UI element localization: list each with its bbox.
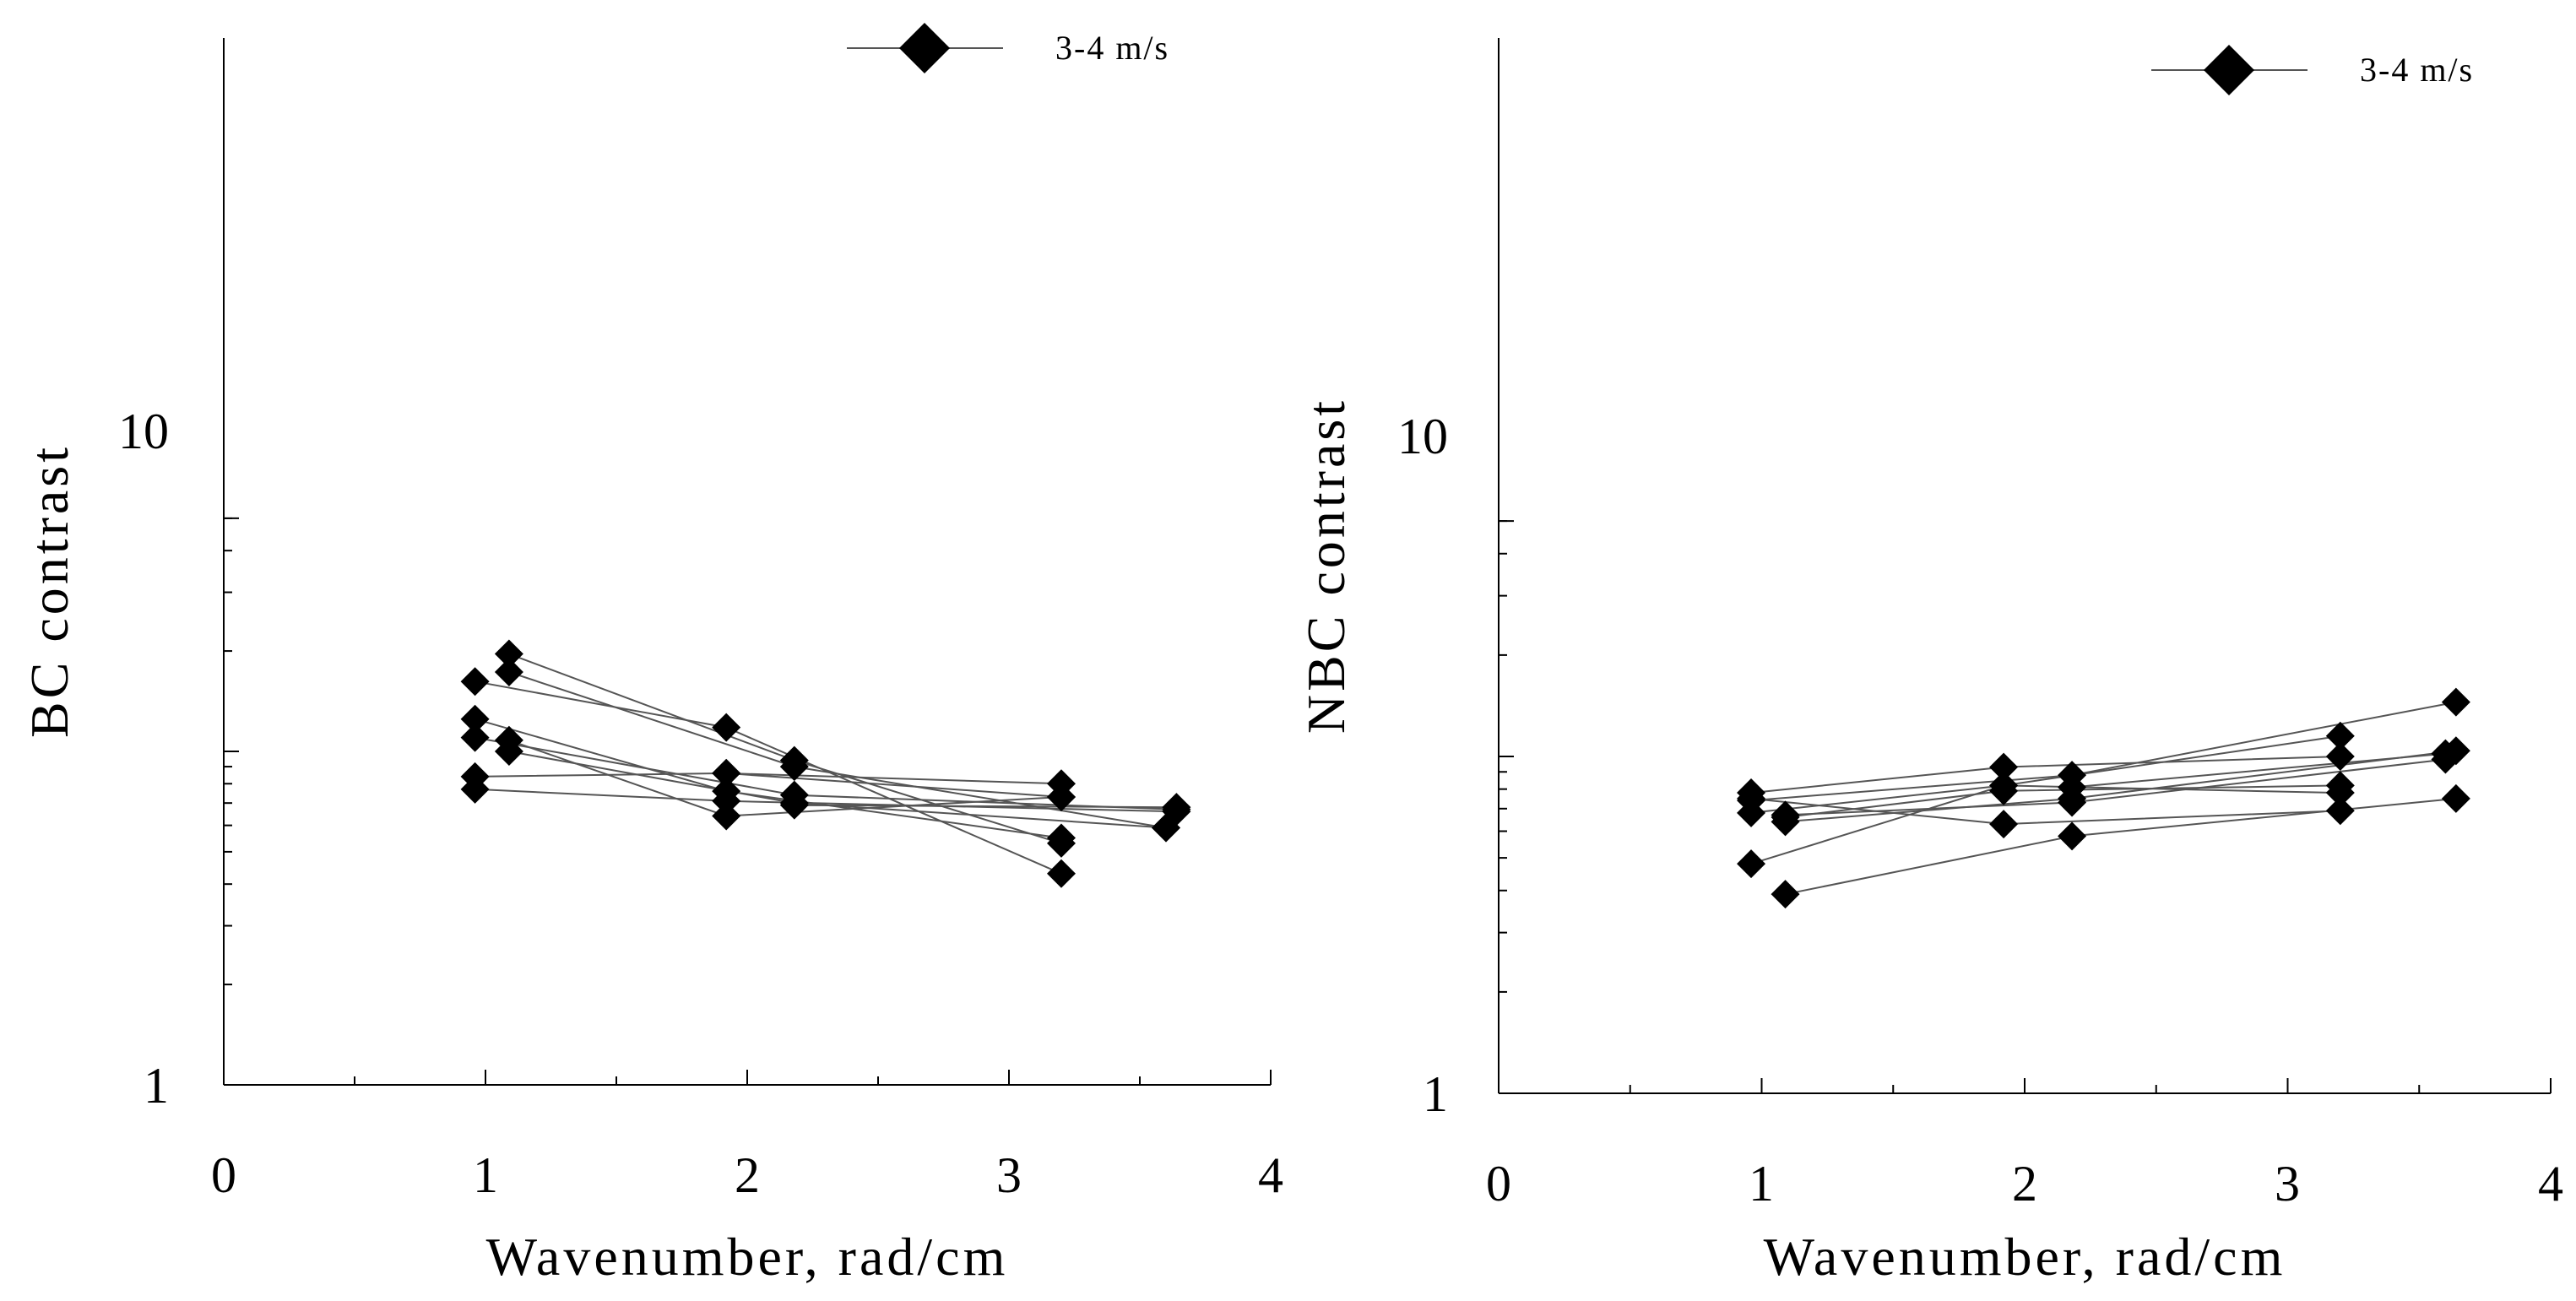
axis-ticks: [223, 517, 1272, 1086]
x-tick-label: 1: [1749, 1156, 1774, 1212]
legend-marker: [2204, 45, 2254, 95]
legend: 3-4 m/s: [847, 23, 1169, 73]
data-point: [1771, 880, 1800, 909]
x-tick-label: 3: [996, 1147, 1022, 1203]
data-point: [779, 752, 809, 782]
y-tick-label: 10: [1397, 409, 1448, 464]
data-point: [1162, 793, 1191, 822]
data-point: [2325, 721, 2355, 751]
y-axis-title: NBC contrast: [1296, 398, 1356, 734]
y-tick-label: 10: [118, 404, 169, 459]
data-point: [460, 704, 490, 734]
legend-marker: [899, 23, 950, 73]
legend: 3-4 m/s: [2151, 45, 2474, 95]
y-tick-label: 1: [144, 1058, 169, 1114]
data-point: [2325, 771, 2355, 800]
series-line: [726, 772, 1062, 798]
x-axis-title: Wavenumber, rad/cm: [1764, 1227, 2286, 1287]
data-point: [1737, 783, 1766, 813]
x-tick-label: 1: [473, 1147, 498, 1203]
data-point: [712, 786, 741, 816]
data-point: [1989, 776, 2019, 805]
data-point: [2325, 796, 2355, 826]
x-tick-label: 0: [211, 1147, 236, 1203]
y-axis-title: BC contrast: [19, 444, 79, 738]
data-point: [712, 713, 741, 742]
data-point: [712, 801, 741, 831]
x-tick-label: 2: [2012, 1156, 2037, 1212]
data-point: [1737, 849, 1766, 879]
data-point: [460, 774, 490, 804]
plot-area: [460, 639, 1191, 888]
data-point: [1989, 752, 2019, 782]
data-point: [2431, 739, 2460, 768]
x-tick-label: 4: [2538, 1156, 2563, 1212]
data-point: [460, 723, 490, 752]
series-line: [475, 718, 1062, 839]
data-point: [460, 667, 490, 697]
data-point: [1047, 859, 1076, 888]
data-point: [494, 657, 523, 686]
data-point: [2441, 783, 2470, 813]
data-point: [2058, 772, 2087, 802]
series-line: [2072, 752, 2446, 789]
data-point: [1989, 810, 2019, 839]
data-point: [2441, 687, 2470, 717]
x-tick-label: 4: [1258, 1147, 1283, 1203]
x-axis-title: Wavenumber, rad/cm: [486, 1227, 1009, 1287]
y-tick-label: 1: [1423, 1066, 1448, 1122]
data-point: [2058, 821, 2087, 851]
data-point: [779, 790, 809, 820]
data-point: [712, 758, 741, 788]
data-point: [1047, 823, 1076, 853]
series-line: [794, 804, 1177, 809]
plot-area: [1737, 687, 2470, 909]
x-tick-label: 2: [735, 1147, 760, 1203]
bc-contrast-chart: 0 1 2 3 4 1 10 Wavenumber, rad/cm BC con…: [19, 23, 1283, 1287]
data-point: [2325, 742, 2355, 771]
data-point: [494, 639, 523, 669]
x-tick-label: 0: [1486, 1156, 1511, 1212]
data-point: [1047, 782, 1076, 811]
x-tick-label: 3: [2275, 1156, 2300, 1212]
series-line: [475, 772, 1062, 785]
data-point: [1771, 803, 1800, 832]
data-point: [494, 737, 523, 766]
axis-ticks: [1498, 520, 2552, 1094]
nbc-contrast-chart: 0 1 2 3 4 1 10 Wavenumber, rad/cm NBC co…: [1296, 38, 2563, 1287]
legend-label: 3-4 m/s: [2360, 51, 2474, 89]
series-line: [475, 680, 1062, 875]
legend-label: 3-4 m/s: [1055, 29, 1169, 67]
